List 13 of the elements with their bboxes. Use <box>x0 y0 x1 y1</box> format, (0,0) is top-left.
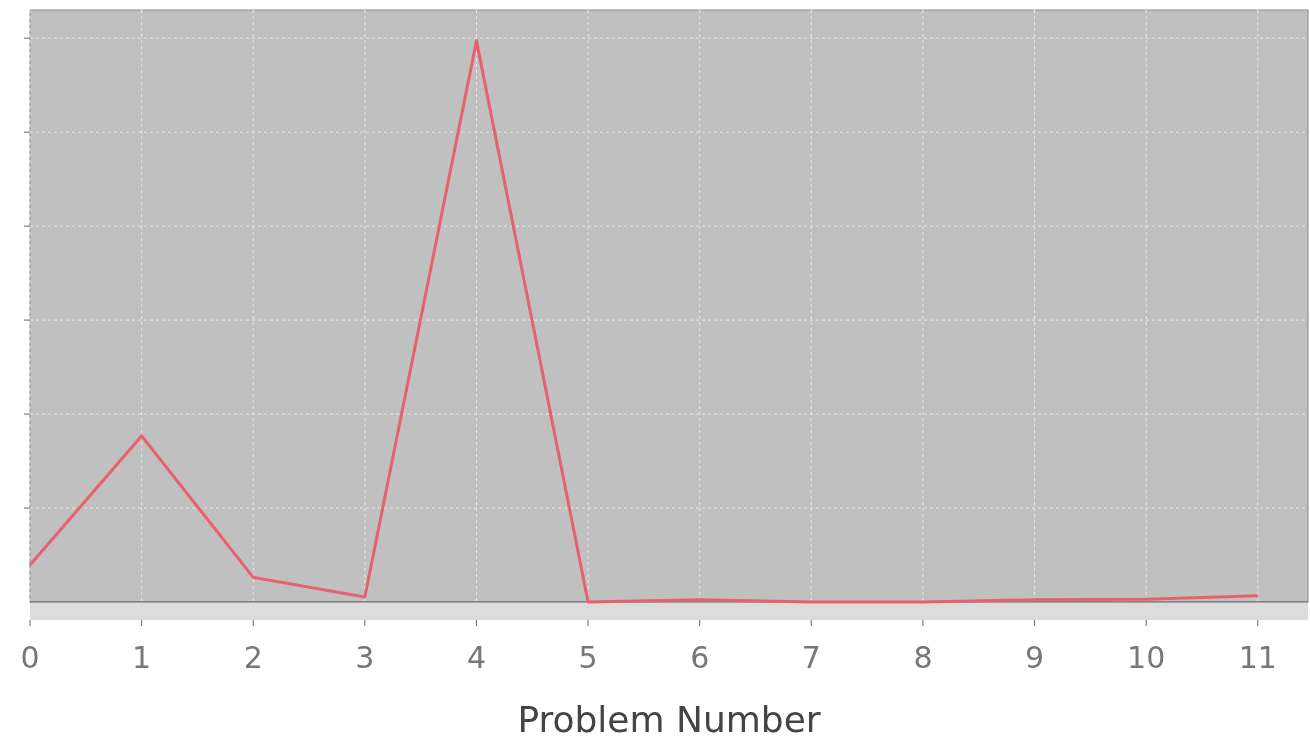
x-tick-label: 5 <box>578 640 598 675</box>
x-tick-label: 7 <box>801 640 821 675</box>
x-tick-label: 11 <box>1238 640 1277 675</box>
x-axis-title: Problem Number <box>517 699 821 738</box>
x-tick-label: 10 <box>1127 640 1166 675</box>
x-tick-label: 4 <box>466 640 487 675</box>
x-tick-label: 1 <box>132 640 152 675</box>
x-tick-label: 6 <box>690 640 710 675</box>
x-tick-label: 0 <box>20 640 40 675</box>
x-tick-label: 2 <box>243 640 263 675</box>
x-tick-label: 9 <box>1024 640 1045 675</box>
x-tick-label: 3 <box>355 640 375 675</box>
x-tick-label: 8 <box>913 640 933 675</box>
